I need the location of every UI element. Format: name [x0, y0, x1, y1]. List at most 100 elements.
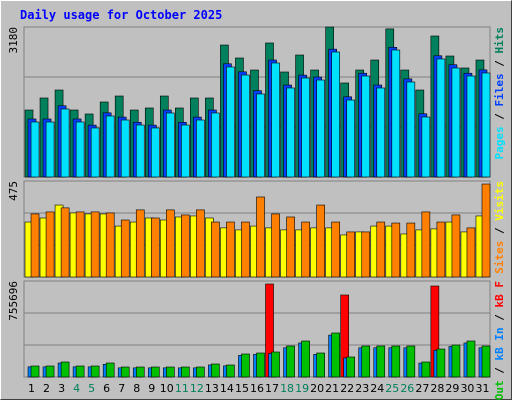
legend-separator: / [493, 308, 506, 328]
bar [361, 231, 371, 278]
x-tick-label: 17 [265, 382, 279, 395]
bar [211, 221, 220, 278]
bar [406, 81, 416, 178]
bar [256, 93, 265, 178]
bar [286, 345, 295, 378]
bar [391, 345, 401, 378]
bar [271, 62, 280, 178]
bar [75, 121, 85, 178]
bar [316, 79, 325, 178]
bar [451, 344, 461, 378]
legend-separator: / [493, 54, 506, 74]
bar [60, 108, 70, 178]
legend-entry: Hits [493, 27, 506, 54]
bar [271, 351, 280, 378]
bar [90, 127, 100, 178]
bar [481, 183, 491, 278]
bar [105, 362, 115, 378]
bar [30, 213, 40, 278]
bar [135, 366, 145, 378]
x-tick-label: 23 [355, 382, 369, 395]
bar [466, 340, 476, 378]
bar [181, 366, 190, 378]
bar [301, 221, 310, 278]
legend: Sites / Visits [493, 181, 506, 274]
bar [166, 366, 175, 378]
x-tick-label: 11 [175, 382, 189, 395]
x-tick-label: 18 [280, 382, 294, 395]
bar [90, 365, 100, 378]
bar [226, 221, 235, 278]
bar [120, 219, 130, 278]
bar [301, 77, 310, 178]
bar [391, 49, 401, 178]
bar [75, 211, 85, 278]
x-tick-label: 19 [295, 382, 309, 395]
x-tick-label: 20 [310, 382, 324, 395]
x-tick-label: 25 [385, 382, 399, 395]
bar [421, 116, 431, 178]
bar [166, 112, 175, 178]
legend: Pages / Files / Hits [493, 27, 506, 160]
y-max-label: 475 [7, 181, 20, 201]
legend-separator: / [493, 361, 506, 381]
bar [150, 217, 160, 278]
bar [286, 216, 295, 278]
bar [361, 345, 371, 378]
bar [376, 221, 386, 278]
bar [451, 214, 461, 278]
y-max-label: 755696 [7, 281, 20, 321]
x-tick-label: 7 [118, 382, 125, 395]
x-tick-label: 29 [445, 382, 459, 395]
x-tick-label: 30 [460, 382, 474, 395]
x-tick-label: 5 [88, 382, 95, 395]
bar [30, 121, 40, 178]
y-max-label: 3180 [7, 27, 20, 54]
bar [181, 124, 190, 178]
bar [241, 221, 250, 278]
bar [466, 75, 476, 178]
bar [30, 365, 40, 378]
bar [241, 353, 250, 378]
bar [120, 119, 130, 178]
legend-entry: Pages [493, 126, 506, 159]
bar [105, 115, 115, 178]
bar [226, 66, 235, 178]
bar [211, 363, 220, 378]
bar [481, 345, 491, 378]
bar [226, 364, 235, 378]
bar [391, 222, 401, 278]
legend-entry: Visits [493, 181, 506, 221]
bar [75, 365, 85, 378]
x-tick-label: 12 [190, 382, 204, 395]
bar [196, 119, 205, 178]
bar [346, 356, 356, 378]
bar [286, 87, 295, 178]
bar [45, 211, 55, 278]
bar [331, 221, 340, 278]
chart-title: Daily usage for October 2025 [20, 8, 222, 22]
bar [361, 75, 371, 178]
x-tick-label: 3 [58, 382, 65, 395]
bar [256, 352, 265, 378]
bar [120, 366, 130, 378]
x-tick-label: 14 [220, 382, 234, 395]
x-tick-label: 21 [325, 382, 339, 395]
bar [196, 366, 205, 378]
x-tick-label: 24 [370, 382, 384, 395]
bar [436, 58, 446, 178]
bar [421, 361, 431, 378]
x-tick-label: 26 [400, 382, 414, 395]
x-tick-label: 16 [250, 382, 264, 395]
bar [406, 345, 416, 378]
bar [376, 345, 386, 378]
x-tick-label: 13 [205, 382, 219, 395]
bar [211, 112, 220, 178]
bar [436, 221, 446, 278]
bar [135, 124, 145, 178]
legend-separator: / [493, 221, 506, 241]
bar [105, 212, 115, 278]
legend: kB Out / kB In / kB F [493, 281, 506, 400]
bar [406, 222, 416, 278]
legend-entry: kB Out [493, 380, 506, 400]
